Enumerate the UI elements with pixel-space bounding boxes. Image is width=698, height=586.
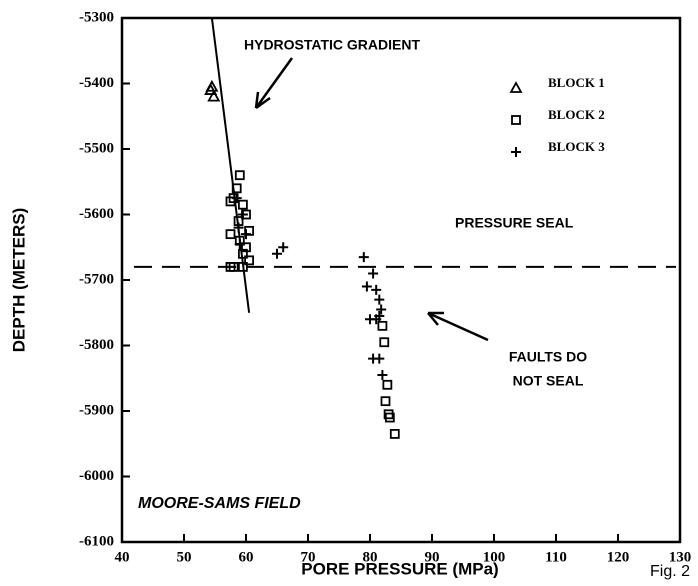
y-tick-label: -5900 — [79, 402, 114, 418]
x-tick-label: 70 — [301, 549, 316, 565]
point — [377, 369, 388, 380]
point — [371, 314, 382, 325]
point — [231, 193, 242, 204]
point — [380, 396, 391, 407]
y-tick-label: -5300 — [79, 9, 114, 25]
y-axis-label: DEPTH (METERS) — [9, 208, 28, 353]
point — [233, 222, 244, 233]
point — [204, 83, 218, 95]
point — [374, 294, 385, 305]
arrow — [427, 311, 489, 342]
point — [377, 320, 388, 331]
y-tick-label: -5700 — [79, 271, 114, 287]
point — [237, 261, 248, 272]
annotation: HYDROSTATIC GRADIENT — [244, 37, 420, 53]
y-tick-label: -6100 — [79, 533, 114, 549]
annotation: PRESSURE SEAL — [455, 215, 574, 231]
point — [237, 248, 248, 259]
point — [374, 353, 385, 364]
x-tick-label: 90 — [425, 549, 440, 565]
legend-marker — [511, 147, 521, 157]
point — [231, 183, 242, 194]
legend-label: BLOCK 2 — [548, 107, 605, 122]
x-tick-label: 50 — [177, 549, 192, 565]
point — [379, 337, 390, 348]
x-axis-label: PORE PRESSURE (MPa) — [301, 559, 498, 578]
x-tick-label: 80 — [363, 549, 378, 565]
point — [272, 248, 282, 259]
point — [225, 261, 236, 272]
point — [361, 281, 372, 292]
point — [237, 209, 248, 220]
y-tick-label: -5400 — [79, 75, 114, 91]
y-tick-label: -6000 — [79, 468, 114, 484]
x-tick-label: 120 — [607, 549, 630, 565]
legend-marker — [511, 115, 521, 125]
legend-label: BLOCK 3 — [548, 139, 605, 154]
legend-label: BLOCK 1 — [548, 75, 605, 90]
plot-frame — [120, 16, 682, 544]
point — [241, 229, 251, 240]
point — [389, 429, 400, 439]
point — [207, 89, 221, 102]
point — [376, 304, 387, 315]
y-tick-label: -5500 — [79, 140, 114, 156]
point — [384, 412, 395, 423]
x-tick-label: 100 — [483, 549, 506, 565]
point — [234, 170, 245, 181]
point — [358, 252, 369, 263]
annotation: NOT SEAL — [513, 373, 584, 389]
x-tick-label: 40 — [115, 549, 130, 565]
point — [234, 238, 245, 249]
legend-marker — [509, 81, 523, 93]
point — [244, 255, 255, 266]
point — [278, 242, 289, 253]
arrow — [254, 57, 294, 110]
annotation: MOORE-SAMS FIELD — [138, 495, 301, 512]
point — [368, 268, 379, 279]
point — [237, 199, 248, 210]
y-tick-label: -5800 — [79, 337, 114, 353]
x-tick-label: 130 — [669, 549, 692, 565]
point — [371, 284, 382, 295]
point — [225, 229, 236, 240]
annotation: FAULTS DO — [509, 349, 587, 365]
x-tick-label: 110 — [545, 549, 567, 565]
point — [225, 196, 236, 207]
x-tick-label: 60 — [239, 549, 254, 565]
point — [382, 379, 393, 390]
y-tick-label: -5600 — [79, 206, 114, 222]
figure-label: Fig. 2 — [650, 563, 690, 580]
